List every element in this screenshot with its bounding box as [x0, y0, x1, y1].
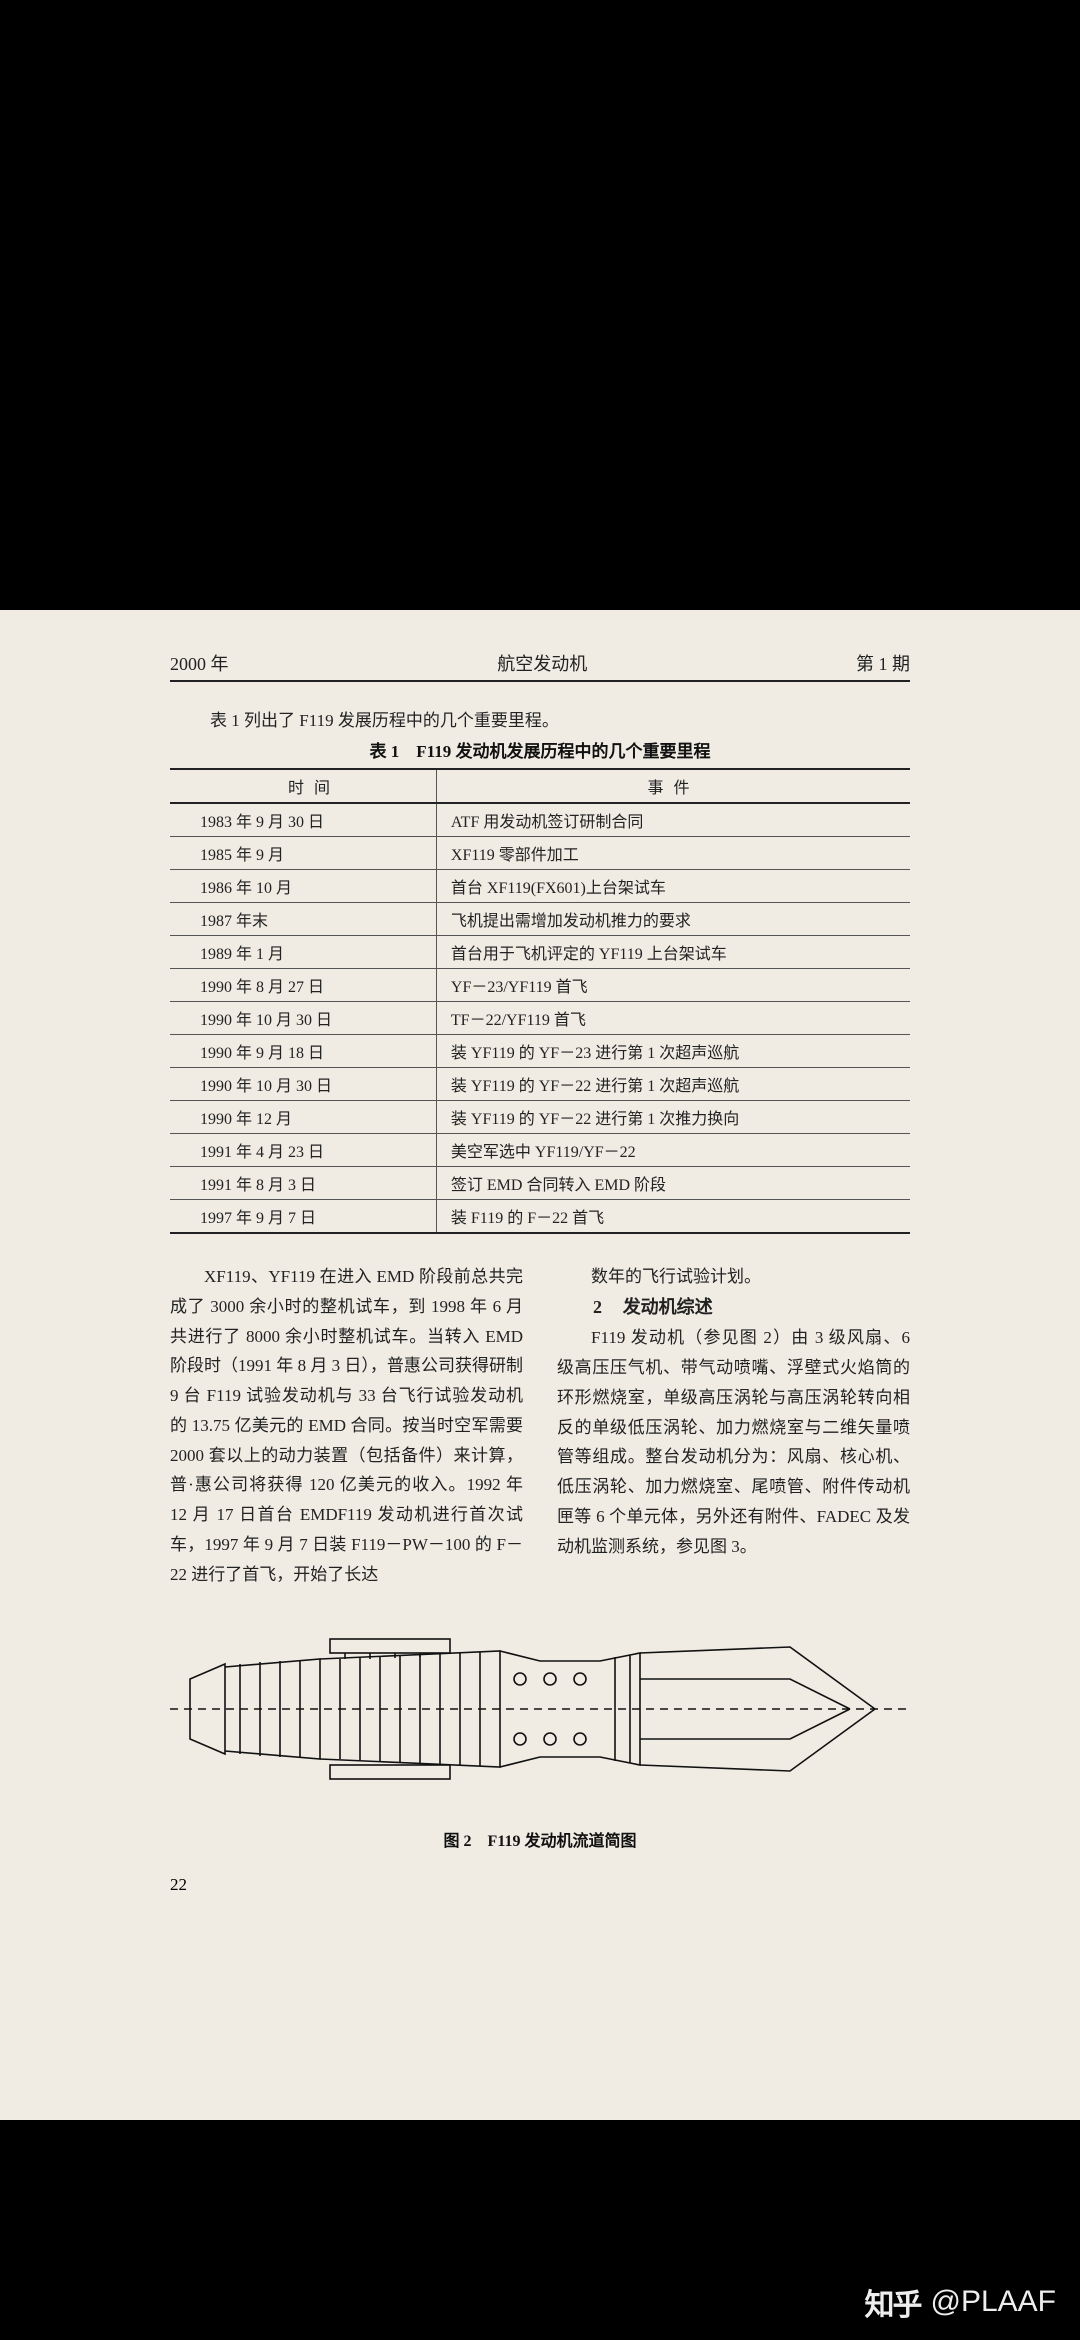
table-row: 1991 年 4 月 23 日美空军选中 YF119/YF－22	[170, 1134, 910, 1167]
table-row: 1990 年 10 月 30 日TF－22/YF119 首飞	[170, 1002, 910, 1035]
engine-diagram-icon	[170, 1609, 910, 1809]
right-column: 数年的飞行试验计划。 2 发动机综述 F119 发动机（参见图 2）由 3 级风…	[557, 1262, 910, 1589]
col-time: 时间	[170, 769, 436, 803]
table-row: 1989 年 1 月首台用于飞机评定的 YF119 上台架试车	[170, 936, 910, 969]
cell-time: 1987 年末	[170, 903, 436, 936]
cell-time: 1989 年 1 月	[170, 936, 436, 969]
left-paragraph: XF119、YF119 在进入 EMD 阶段前总共完成了 3000 余小时的整机…	[170, 1262, 523, 1589]
table-header-row: 时间 事件	[170, 769, 910, 803]
col-event: 事件	[436, 769, 910, 803]
cell-time: 1986 年 10 月	[170, 870, 436, 903]
watermark-handle: @PLAAF	[931, 2285, 1057, 2319]
document-page: 2000 年 航空发动机 第 1 期 表 1 列出了 F119 发展历程中的几个…	[0, 610, 1080, 2120]
cell-event: 签订 EMD 合同转入 EMD 阶段	[436, 1167, 910, 1200]
figure-2: 图 2 F119 发动机流道简图	[170, 1609, 910, 1851]
cell-event: ATF 用发动机签订研制合同	[436, 803, 910, 837]
table-row: 1990 年 8 月 27 日YF－23/YF119 首飞	[170, 969, 910, 1002]
intro-text: 表 1 列出了 F119 发展历程中的几个重要里程。	[210, 706, 910, 731]
cell-time: 1990 年 10 月 30 日	[170, 1068, 436, 1101]
section-title: 发动机综述	[623, 1297, 713, 1317]
figure-caption: 图 2 F119 发动机流道简图	[170, 1827, 910, 1851]
cell-event: YF－23/YF119 首飞	[436, 969, 910, 1002]
cell-event: 装 F119 的 F－22 首飞	[436, 1200, 910, 1234]
cell-time: 1985 年 9 月	[170, 837, 436, 870]
page-header: 2000 年 航空发动机 第 1 期	[170, 650, 910, 682]
table-row: 1990 年 10 月 30 日装 YF119 的 YF－22 进行第 1 次超…	[170, 1068, 910, 1101]
cell-event: 飞机提出需增加发动机推力的要求	[436, 903, 910, 936]
table-row: 1991 年 8 月 3 日签订 EMD 合同转入 EMD 阶段	[170, 1167, 910, 1200]
page-number: 22	[170, 1875, 910, 1895]
table-row: 1997 年 9 月 7 日装 F119 的 F－22 首飞	[170, 1200, 910, 1234]
cell-event: 美空军选中 YF119/YF－22	[436, 1134, 910, 1167]
cell-event: 装 YF119 的 YF－22 进行第 1 次超声巡航	[436, 1068, 910, 1101]
cell-time: 1991 年 4 月 23 日	[170, 1134, 436, 1167]
watermark: 知乎 @PLAAF	[865, 2280, 1057, 2324]
cell-time: 1991 年 8 月 3 日	[170, 1167, 436, 1200]
left-column: XF119、YF119 在进入 EMD 阶段前总共完成了 3000 余小时的整机…	[170, 1262, 523, 1589]
cell-event: 装 YF119 的 YF－22 进行第 1 次推力换向	[436, 1101, 910, 1134]
cell-event: TF－22/YF119 首飞	[436, 1002, 910, 1035]
table-caption: 表 1 F119 发动机发展历程中的几个重要里程	[170, 737, 910, 762]
cell-time: 1990 年 12 月	[170, 1101, 436, 1134]
cell-time: 1990 年 10 月 30 日	[170, 1002, 436, 1035]
table-row: 1990 年 12 月装 YF119 的 YF－22 进行第 1 次推力换向	[170, 1101, 910, 1134]
cell-time: 1997 年 9 月 7 日	[170, 1200, 436, 1234]
table-row: 1987 年末飞机提出需增加发动机推力的要求	[170, 903, 910, 936]
body-columns: XF119、YF119 在进入 EMD 阶段前总共完成了 3000 余小时的整机…	[170, 1262, 910, 1589]
right-continuation: 数年的飞行试验计划。	[557, 1262, 910, 1292]
cell-event: 首台用于飞机评定的 YF119 上台架试车	[436, 936, 910, 969]
table-row: 1990 年 9 月 18 日装 YF119 的 YF－23 进行第 1 次超声…	[170, 1035, 910, 1068]
milestone-table: 时间 事件 1983 年 9 月 30 日ATF 用发动机签订研制合同1985 …	[170, 768, 910, 1234]
header-year: 2000 年	[170, 650, 229, 676]
table-row: 1983 年 9 月 30 日ATF 用发动机签订研制合同	[170, 803, 910, 837]
section-2-heading: 2 发动机综述	[557, 1292, 910, 1324]
header-issue: 第 1 期	[856, 650, 910, 676]
table-row: 1986 年 10 月首台 XF119(FX601)上台架试车	[170, 870, 910, 903]
section-number: 2	[593, 1292, 618, 1324]
cell-event: 装 YF119 的 YF－23 进行第 1 次超声巡航	[436, 1035, 910, 1068]
right-paragraph: F119 发动机（参见图 2）由 3 级风扇、6 级高压压气机、带气动喷嘴、浮壁…	[557, 1323, 910, 1561]
cell-event: 首台 XF119(FX601)上台架试车	[436, 870, 910, 903]
cell-time: 1983 年 9 月 30 日	[170, 803, 436, 837]
table-row: 1985 年 9 月XF119 零部件加工	[170, 837, 910, 870]
cell-event: XF119 零部件加工	[436, 837, 910, 870]
header-title: 航空发动机	[497, 650, 587, 676]
cell-time: 1990 年 9 月 18 日	[170, 1035, 436, 1068]
watermark-logo: 知乎	[865, 2280, 921, 2324]
cell-time: 1990 年 8 月 27 日	[170, 969, 436, 1002]
